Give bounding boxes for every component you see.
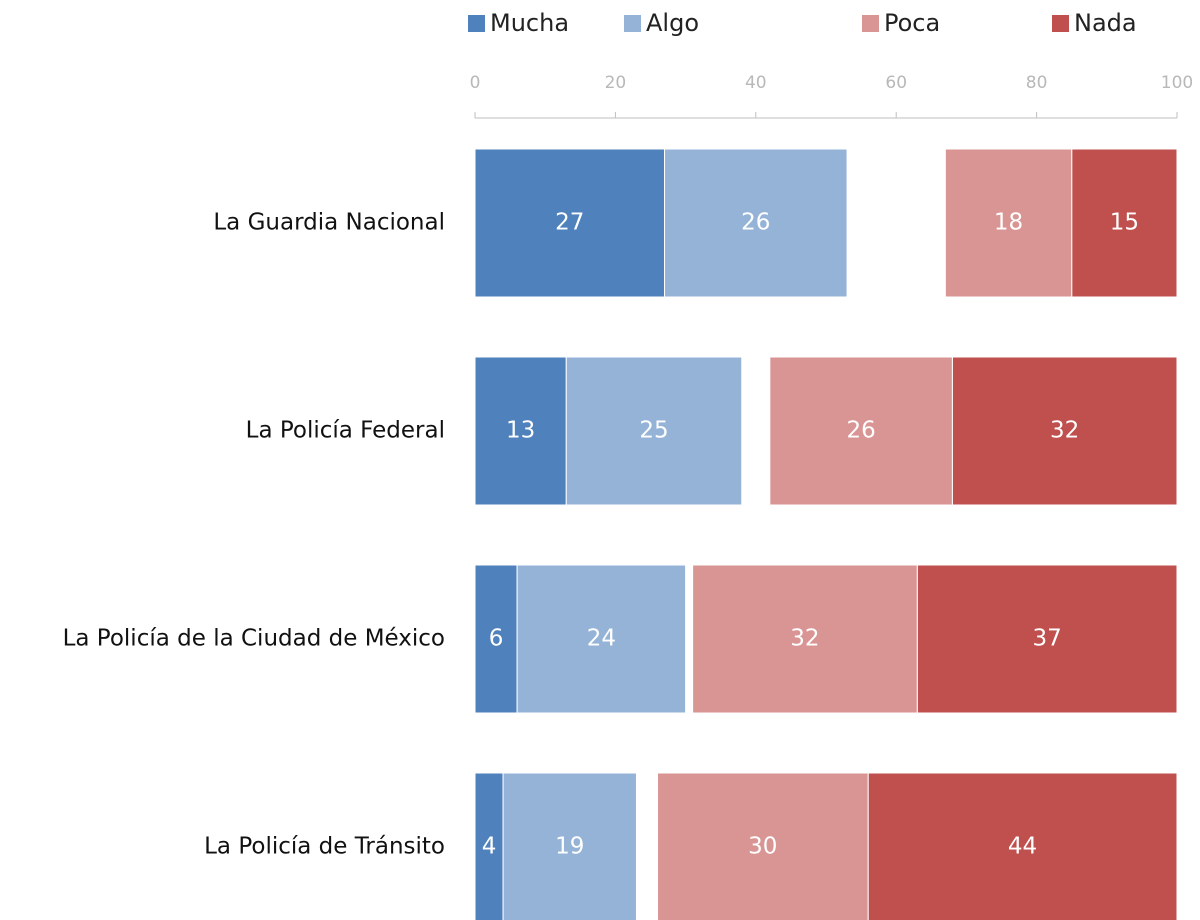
value-label: 44 bbox=[1008, 834, 1037, 860]
legend-swatch bbox=[862, 15, 879, 32]
bar-segment bbox=[474, 564, 518, 714]
legend-label: Algo bbox=[646, 9, 699, 37]
value-label: 25 bbox=[639, 418, 668, 444]
x-tick-label: 20 bbox=[605, 73, 627, 93]
legend-label: Mucha bbox=[490, 9, 569, 37]
value-label: 13 bbox=[506, 418, 535, 444]
category-label: La Policía Federal bbox=[246, 418, 445, 444]
bar-segment bbox=[951, 356, 1178, 506]
x-tick-label: 80 bbox=[1026, 73, 1048, 93]
bar-segment bbox=[474, 772, 504, 920]
category-label: La Policía de la Ciudad de México bbox=[63, 626, 445, 652]
bar-segment bbox=[944, 148, 1073, 298]
value-label: 4 bbox=[482, 834, 497, 860]
bar-segment bbox=[474, 356, 567, 506]
value-label: 19 bbox=[555, 834, 584, 860]
value-label: 32 bbox=[1050, 418, 1079, 444]
category-label: La Guardia Nacional bbox=[213, 210, 445, 236]
bar-segment bbox=[916, 564, 1178, 714]
x-tick-label: 60 bbox=[885, 73, 907, 93]
legend-swatch bbox=[1052, 15, 1069, 32]
value-label: 24 bbox=[587, 626, 616, 652]
bar-segment bbox=[692, 564, 918, 714]
bar-segment bbox=[516, 564, 687, 714]
value-label: 26 bbox=[741, 210, 770, 236]
bar-segment bbox=[664, 148, 848, 298]
legend-swatch bbox=[624, 15, 641, 32]
bar-segment bbox=[502, 772, 637, 920]
legend-label: Nada bbox=[1074, 9, 1137, 37]
category-label: La Policía de Tránsito bbox=[204, 834, 445, 860]
value-label: 32 bbox=[790, 626, 819, 652]
value-label: 26 bbox=[846, 418, 875, 444]
bar-segment bbox=[657, 772, 869, 920]
x-tick-label: 0 bbox=[470, 73, 481, 93]
value-label: 37 bbox=[1032, 626, 1061, 652]
bar-segment bbox=[474, 148, 666, 298]
value-label: 27 bbox=[555, 210, 584, 236]
bar-segment bbox=[1071, 148, 1178, 298]
x-tick-label: 100 bbox=[1161, 73, 1193, 93]
bar-segment bbox=[565, 356, 743, 506]
legend-label: Poca bbox=[884, 9, 940, 37]
value-label: 30 bbox=[748, 834, 777, 860]
value-label: 15 bbox=[1110, 210, 1139, 236]
value-label: 6 bbox=[489, 626, 504, 652]
legend-swatch bbox=[468, 15, 485, 32]
x-tick-label: 40 bbox=[745, 73, 767, 93]
value-label: 18 bbox=[994, 210, 1023, 236]
bar-segment bbox=[769, 356, 953, 506]
